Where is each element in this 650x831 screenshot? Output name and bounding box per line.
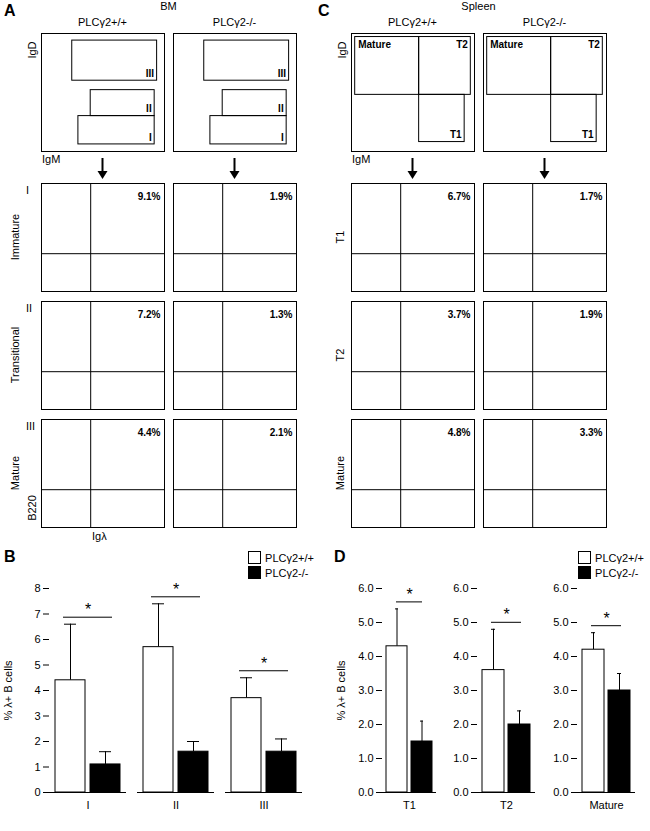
svg-text:6: 6 <box>34 633 40 645</box>
svg-text:0.0: 0.0 <box>358 786 373 798</box>
svg-text:1.9%: 1.9% <box>270 191 293 202</box>
svg-text:4.4%: 4.4% <box>138 427 161 438</box>
svg-text:Mature: Mature <box>589 799 623 811</box>
html-text:IgM: IgM <box>352 153 371 165</box>
svg-text:T1: T1 <box>450 129 462 140</box>
html-text:III: III <box>26 420 36 432</box>
svg-text:5: 5 <box>34 659 40 671</box>
svg-text:T1: T1 <box>582 129 594 140</box>
html-text:Immature: Immature <box>9 213 21 261</box>
svg-text:0.0: 0.0 <box>453 786 468 798</box>
html-text:Igλ: Igλ <box>92 530 107 542</box>
html-text:B220: B220 <box>26 495 38 521</box>
svg-text:*: * <box>85 601 91 618</box>
svg-text:III: III <box>146 68 155 79</box>
svg-text:1: 1 <box>34 761 40 773</box>
svg-text:T1: T1 <box>403 799 416 811</box>
svg-text:6.0: 6.0 <box>453 582 468 594</box>
svg-text:4.0: 4.0 <box>553 650 568 662</box>
html-text:Transitional: Transitional <box>9 326 21 384</box>
svg-text:2: 2 <box>34 735 40 747</box>
html-text:PLCγ2-/-: PLCγ2-/- <box>595 566 639 579</box>
html-text:IgD: IgD <box>336 41 348 59</box>
html-text:B: B <box>4 548 16 565</box>
svg-text:9.1%: 9.1% <box>138 191 161 202</box>
svg-text:% λ+ B cells: % λ+ B cells <box>335 660 347 721</box>
svg-text:4.8%: 4.8% <box>448 427 471 438</box>
html-text:BM: BM <box>160 0 177 12</box>
svg-text:T2: T2 <box>456 39 468 50</box>
svg-text:2.0: 2.0 <box>453 718 468 730</box>
html-text:Mature: Mature <box>334 455 346 491</box>
svg-text:5.0: 5.0 <box>553 616 568 628</box>
html-text:A: A <box>4 2 16 19</box>
html-text:Mature: Mature <box>9 455 21 491</box>
svg-text:II: II <box>278 103 284 114</box>
svg-text:6.7%: 6.7% <box>448 191 471 202</box>
svg-text:*: * <box>503 606 509 623</box>
svg-text:3.3%: 3.3% <box>580 427 603 438</box>
html-text:T2: T2 <box>334 348 346 362</box>
svg-text:II: II <box>146 103 152 114</box>
svg-text:II: II <box>173 799 179 811</box>
svg-text:3.0: 3.0 <box>553 684 568 696</box>
svg-text:*: * <box>603 610 609 627</box>
svg-text:4.0: 4.0 <box>453 650 468 662</box>
svg-text:I: I <box>149 132 152 143</box>
svg-text:3.7%: 3.7% <box>448 309 471 320</box>
html-text:D: D <box>334 548 346 565</box>
svg-text:Mature: Mature <box>358 39 391 50</box>
svg-text:6.0: 6.0 <box>553 582 568 594</box>
svg-text:T2: T2 <box>500 799 513 811</box>
svg-text:7.2%: 7.2% <box>138 309 161 320</box>
html-text:PLCγ2-/-: PLCγ2-/- <box>522 16 567 28</box>
html-text:PLCγ2+/+: PLCγ2+/+ <box>78 16 127 28</box>
html-text:IgM: IgM <box>42 153 61 165</box>
svg-text:*: * <box>173 581 179 598</box>
svg-text:1.0: 1.0 <box>553 752 568 764</box>
svg-text:T2: T2 <box>588 39 600 50</box>
svg-text:2.0: 2.0 <box>553 718 568 730</box>
svg-text:0: 0 <box>34 786 40 798</box>
html-text:I: I <box>26 184 30 196</box>
svg-text:3.0: 3.0 <box>358 684 373 696</box>
svg-text:1.0: 1.0 <box>358 752 373 764</box>
svg-text:6.0: 6.0 <box>358 582 373 594</box>
svg-text:2.1%: 2.1% <box>270 427 293 438</box>
html-text:PLCγ2-/-: PLCγ2-/- <box>212 16 257 28</box>
svg-text:5.0: 5.0 <box>453 616 468 628</box>
svg-text:Mature: Mature <box>490 39 523 50</box>
html-text:T1: T1 <box>334 230 346 244</box>
svg-text:1.3%: 1.3% <box>270 309 293 320</box>
svg-text:*: * <box>406 586 412 603</box>
svg-text:I: I <box>281 132 284 143</box>
html-text:IgD: IgD <box>26 41 38 59</box>
svg-text:1.0: 1.0 <box>453 752 468 764</box>
svg-text:III: III <box>259 799 268 811</box>
svg-text:*: * <box>261 655 267 672</box>
svg-text:5.0: 5.0 <box>358 616 373 628</box>
svg-text:4.0: 4.0 <box>358 650 373 662</box>
html-text:PLCγ2+/+: PLCγ2+/+ <box>595 551 644 564</box>
html-text:C: C <box>318 2 330 19</box>
svg-text:% λ+ B cells: % λ+ B cells <box>2 660 14 721</box>
svg-text:8: 8 <box>34 582 40 594</box>
html-text:PLCγ2+/+: PLCγ2+/+ <box>265 551 314 564</box>
svg-text:2.0: 2.0 <box>358 718 373 730</box>
svg-text:III: III <box>278 68 287 79</box>
html-text:PLCγ2-/-: PLCγ2-/- <box>265 566 309 579</box>
svg-text:3: 3 <box>34 710 40 722</box>
svg-text:0.0: 0.0 <box>553 786 568 798</box>
svg-text:1.7%: 1.7% <box>580 191 603 202</box>
svg-text:3.0: 3.0 <box>453 684 468 696</box>
svg-text:1.9%: 1.9% <box>580 309 603 320</box>
html-text:II: II <box>26 302 33 314</box>
svg-text:7: 7 <box>34 608 40 620</box>
svg-text:I: I <box>86 799 89 811</box>
svg-text:4: 4 <box>34 684 40 696</box>
html-text:PLCγ2+/+: PLCγ2+/+ <box>388 16 437 28</box>
html-text:Spleen: Spleen <box>461 0 496 12</box>
